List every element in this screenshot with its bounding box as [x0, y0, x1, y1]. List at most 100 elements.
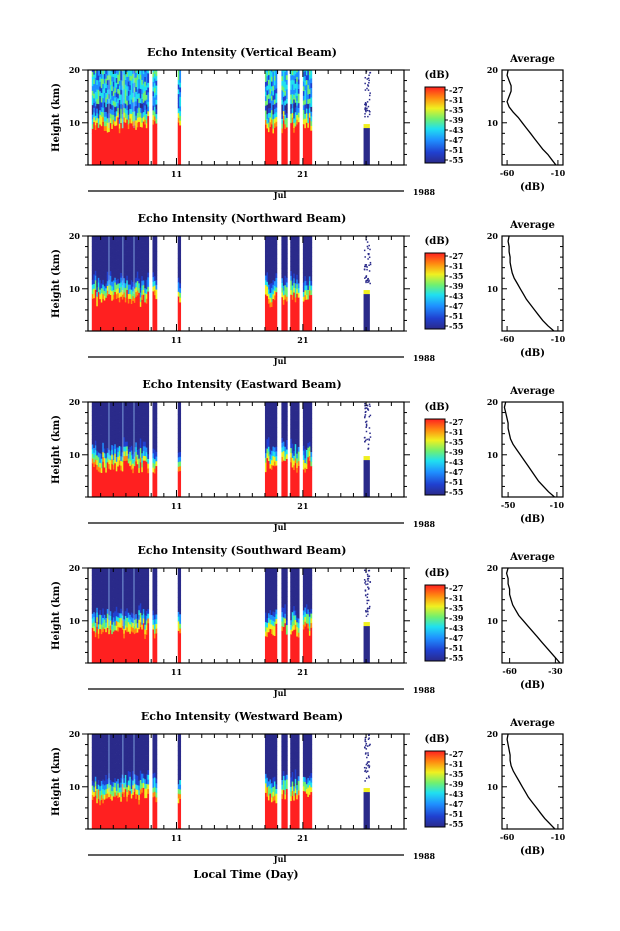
data-cell: [123, 590, 126, 596]
data-cell: [275, 268, 278, 274]
data-cell: [147, 613, 150, 619]
data-cell: [132, 627, 135, 633]
data-cell: [266, 132, 269, 165]
data-cell: [269, 568, 272, 573]
data-cell: [127, 298, 130, 304]
data-cell: [269, 435, 272, 441]
data-cell: [269, 402, 272, 407]
data-cell: [106, 570, 109, 576]
data-cell: [152, 253, 155, 259]
data-cell: [282, 455, 285, 461]
data-cell: [281, 296, 284, 331]
data-dot: [364, 256, 366, 258]
data-cell: [275, 97, 278, 103]
data-cell: [291, 592, 294, 598]
data-cell: [99, 776, 102, 782]
data-cell: [310, 236, 313, 239]
data-cell: [130, 631, 133, 663]
data-cell: [123, 93, 126, 99]
data-cell: [132, 463, 135, 469]
data-cell: [294, 111, 297, 117]
data-cell: [272, 298, 275, 304]
data-cell: [112, 574, 115, 580]
data-cell: [123, 744, 126, 750]
data-cell: [307, 447, 310, 453]
data-cell: [155, 80, 158, 86]
data-cell: [141, 614, 144, 620]
plot-frame: [87, 401, 405, 498]
data-cell: [297, 584, 300, 590]
data-cell: [155, 418, 158, 424]
data-cell: [114, 568, 117, 574]
data-cell: [153, 590, 156, 596]
data-cell: [293, 624, 296, 630]
data-cell: [106, 290, 109, 296]
average-profile-line: [507, 235, 555, 332]
data-cell: [109, 113, 112, 119]
data-cell: [127, 588, 130, 594]
data-cell: [100, 576, 103, 582]
data-cell: [96, 98, 99, 104]
data-cell: [115, 573, 118, 579]
data-cell: [130, 284, 133, 290]
data-cell: [310, 285, 313, 291]
data-cell: [152, 614, 155, 621]
data-cell: [152, 415, 155, 421]
data-cell: [99, 590, 102, 596]
data-cell: [103, 271, 106, 277]
data-cell: [138, 70, 141, 75]
data-cell: [115, 120, 118, 126]
data-cell: [93, 414, 96, 420]
data-cell: [103, 609, 106, 615]
data-cell: [291, 285, 294, 291]
data-cell: [135, 236, 138, 240]
heatmap-cells: [91, 734, 371, 829]
data-cell: [293, 99, 296, 105]
data-cell: [105, 574, 108, 580]
data-cell: [94, 294, 97, 331]
data-cell: [129, 274, 132, 280]
data-cell: [291, 452, 294, 458]
data-cell: [293, 591, 296, 597]
data-cell: [103, 737, 106, 743]
data-cell: [152, 429, 155, 435]
data-cell: [139, 236, 142, 241]
data-cell: [147, 472, 150, 497]
data-cell: [307, 585, 310, 591]
data-cell: [123, 792, 126, 798]
data-cell: [133, 96, 136, 102]
data-cell: [129, 289, 132, 295]
data-cell: [124, 601, 127, 607]
data-cell: [132, 599, 135, 605]
data-cell: [94, 790, 97, 796]
data-cell: [266, 434, 269, 440]
data-cell: [269, 633, 272, 663]
data-cell: [275, 571, 278, 577]
data-cell: [102, 236, 105, 238]
data-cell: [294, 83, 297, 89]
data-cell: [269, 74, 272, 80]
data-cell: [124, 451, 127, 457]
data-cell: [152, 472, 155, 497]
data-cell: [145, 246, 148, 252]
data-cell: [284, 76, 287, 82]
data-cell: [307, 409, 310, 415]
data-cell: [96, 440, 99, 447]
data-cell: [264, 76, 267, 82]
data-cell: [114, 596, 117, 602]
data-cell: [96, 301, 99, 307]
data-cell: [126, 265, 129, 271]
data-cell: [284, 242, 287, 248]
data-cell: [291, 237, 294, 243]
data-cell: [285, 453, 288, 460]
data-cell: [302, 572, 305, 578]
data-cell: [302, 595, 305, 601]
data-cell: [115, 630, 118, 663]
data-cell: [99, 429, 102, 435]
data-dot: [363, 579, 366, 581]
data-cell: [310, 418, 313, 424]
data-cell: [117, 283, 120, 289]
data-cell: [281, 99, 284, 105]
data-cell: [153, 571, 156, 577]
data-cell: [100, 278, 103, 284]
